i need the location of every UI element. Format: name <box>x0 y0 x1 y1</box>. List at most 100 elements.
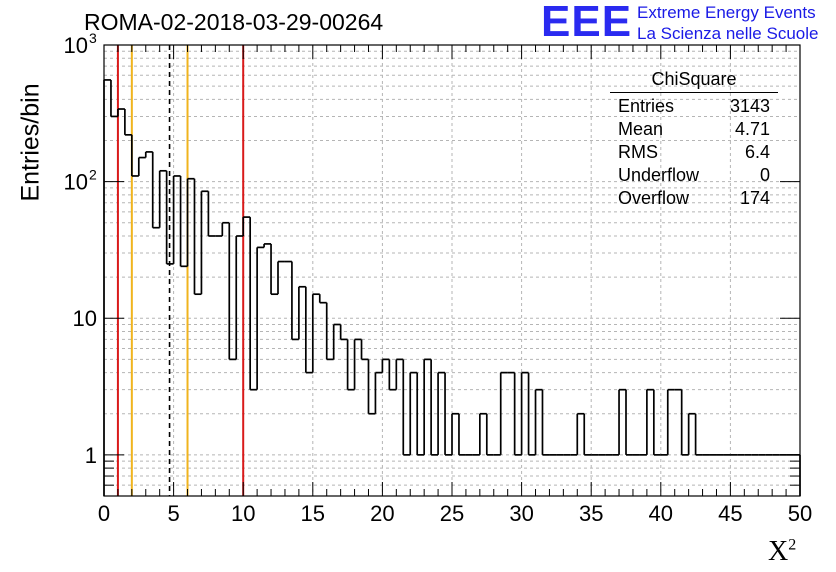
x-tick-label-1: 5 <box>167 501 179 526</box>
histogram-bin-29 <box>304 286 313 374</box>
histogram-bin-18 <box>228 222 237 361</box>
y-tick-label-3: 10 <box>64 33 88 58</box>
histogram-bin-28 <box>298 285 306 340</box>
y-tick-label-0: 1 <box>85 443 97 468</box>
histogram-bin-34 <box>339 324 348 341</box>
histogram-bin-32 <box>325 302 334 361</box>
histogram-bin-37 <box>360 339 369 361</box>
histogram-bin-7 <box>151 151 160 229</box>
histogram-bin-20 <box>242 216 251 236</box>
histogram-bin-13 <box>193 178 202 296</box>
histogram-bin-35 <box>346 339 355 391</box>
histogram-bin-39 <box>374 371 383 414</box>
y-axis-label: Entries/bin <box>16 83 45 202</box>
histogram-bin-0 <box>103 79 111 496</box>
stats-row-mean: Mean 4.71 <box>618 119 770 139</box>
histogram-bin-3 <box>124 109 132 136</box>
logo-line-1: Extreme Energy Events <box>637 3 816 22</box>
stats-row-overflow: Overflow 174 <box>618 188 770 208</box>
histogram-bin-10 <box>172 175 181 264</box>
x-tick-label-8: 40 <box>649 501 673 526</box>
histogram-bin-63 <box>541 389 550 456</box>
histogram-bin-33 <box>332 323 341 360</box>
histogram-bin-55 <box>485 413 494 456</box>
histogram-bin-62 <box>534 388 543 455</box>
histogram-bin-69 <box>583 413 592 456</box>
x-tick-label-6: 30 <box>509 501 533 526</box>
histogram-bin-59 <box>513 372 522 456</box>
x-tick-label-10: 50 <box>788 501 812 526</box>
stats-row-rms: RMS 6.4 <box>618 142 770 162</box>
histogram-bin-8 <box>158 169 167 228</box>
histogram-bin-46 <box>423 358 432 455</box>
y-tick-exponent-3: 3 <box>89 30 97 46</box>
stats-row-entries: Entries 3143 <box>618 96 770 116</box>
histogram-bin-27 <box>291 261 299 341</box>
histogram-bin-50 <box>451 412 459 455</box>
histogram-bin-51 <box>458 413 466 456</box>
histogram-bin-38 <box>367 359 376 415</box>
histogram-bin-11 <box>179 175 188 268</box>
histogram-bin-41 <box>388 359 397 391</box>
y-tick-label-1: 10 <box>73 306 97 331</box>
reference-lines <box>116 45 245 496</box>
histogram-bin-47 <box>430 359 439 456</box>
histogram-bin-36 <box>353 338 362 390</box>
histogram-bin-9 <box>165 170 174 265</box>
histogram-bin-74 <box>618 388 626 455</box>
logo-line-2: La Scienza nelle Scuole <box>637 24 819 43</box>
histogram-bin-81 <box>666 388 675 455</box>
x-tick-label-0: 0 <box>98 501 110 526</box>
histogram-bin-25 <box>277 260 285 295</box>
histogram-bin-42 <box>395 358 404 390</box>
stats-box: ChiSquare Entries 3143 Mean 4.71 RMS 6.4 Un… <box>610 69 778 210</box>
histogram-bin-21 <box>249 217 258 391</box>
histogram-bin-15 <box>207 191 216 237</box>
grid <box>104 45 800 496</box>
eee-logo: EEE <box>541 0 633 46</box>
histogram-bin-1 <box>110 79 118 118</box>
histogram-bin-30 <box>311 293 320 373</box>
histogram-bin-78 <box>646 388 654 455</box>
histogram-bin-68 <box>576 412 585 455</box>
x-tick-label-5: 25 <box>440 501 464 526</box>
histogram-bin-31 <box>318 294 327 304</box>
histogram-bin-48 <box>437 371 446 455</box>
x-tick-label-2: 10 <box>231 501 255 526</box>
histogram-bin-79 <box>652 389 661 456</box>
histogram-bin-61 <box>527 372 536 456</box>
histogram-bin-2 <box>117 108 125 117</box>
histogram-bin-23 <box>263 243 272 248</box>
histogram-bin-84 <box>687 412 696 455</box>
histogram-bin-49 <box>444 372 452 456</box>
histogram-bin-14 <box>200 190 209 295</box>
y-tick-label-2: 10 <box>64 170 88 195</box>
histogram-bin-75 <box>625 389 633 456</box>
histogram-bin-17 <box>221 221 230 236</box>
histogram-bin-22 <box>256 246 265 390</box>
x-tick-label-9: 45 <box>718 501 742 526</box>
histogram-bin-40 <box>381 358 390 373</box>
x-axis-label: X2 <box>768 536 797 567</box>
stats-row-underflow: Underflow 0 <box>618 165 770 185</box>
histogram-bin-12 <box>186 177 195 267</box>
run-title: ROMA-02-2018-03-29-00264 <box>84 9 384 35</box>
histogram-bin-85 <box>694 413 703 456</box>
stats-title: ChiSquare <box>610 69 778 93</box>
histogram-bin-44 <box>409 371 418 455</box>
histogram-bin-19 <box>235 235 244 360</box>
histogram-bin-57 <box>499 371 508 455</box>
x-tick-label-4: 20 <box>370 501 394 526</box>
y-tick-exponent-2: 2 <box>89 167 97 183</box>
histogram-bin-24 <box>270 243 278 296</box>
x-tick-label-7: 35 <box>579 501 603 526</box>
axis-ticks <box>103 44 801 497</box>
histogram-bin-5 <box>137 156 146 176</box>
histogram-bin-60 <box>520 371 529 455</box>
histogram-bin-83 <box>680 389 689 456</box>
histogram-bin-43 <box>402 359 411 456</box>
x-tick-label-3: 15 <box>301 501 325 526</box>
histogram-bin-54 <box>478 412 487 455</box>
